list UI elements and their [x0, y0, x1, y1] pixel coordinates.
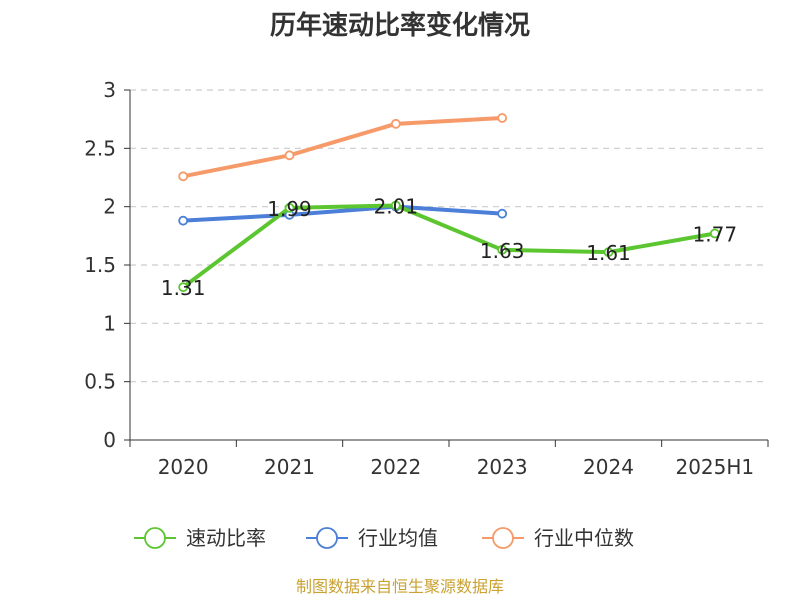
data-labels: 1.31 1.99 2.01 1.63 1.61 1.77: [161, 195, 737, 301]
grid-lines: [130, 89, 768, 383]
legend: 速动比率 行业均值 行业中位数: [134, 526, 634, 550]
legend-item: 速动比率: [134, 526, 266, 550]
data-point: [709, 228, 720, 239]
x-tick-label: 2022: [370, 455, 421, 479]
data-point: [178, 215, 189, 226]
legend-item: 行业均值: [306, 526, 438, 550]
data-point: [390, 200, 401, 211]
data-label: 1.61: [586, 241, 631, 265]
y-tick-label: 0: [103, 428, 116, 452]
x-tick-label: 2023: [477, 455, 528, 479]
data-point: [284, 202, 295, 213]
y-tick-label: 1: [103, 311, 116, 335]
legend-item: 行业中位数: [482, 526, 634, 550]
data-source-note: 制图数据来自恒生聚源数据库: [296, 577, 504, 596]
data-point: [178, 282, 189, 293]
series-line-0: [181, 203, 717, 290]
y-tick-label: 3: [103, 78, 116, 102]
data-label: 1.99: [267, 197, 312, 221]
data-point: [390, 118, 401, 129]
data-point: [497, 208, 508, 219]
y-tick-label: 2: [103, 195, 116, 219]
data-point: [178, 171, 189, 182]
legend-label: 行业中位数: [534, 526, 634, 550]
data-label: 1.77: [693, 223, 738, 247]
x-tick-label: 2021: [264, 455, 315, 479]
legend-label: 行业均值: [358, 526, 438, 550]
data-point: [497, 113, 508, 123]
y-tick-label: 1.5: [84, 253, 116, 277]
axes: 0 0.5 1 1.5 2 2.5 3 2020 2021 2022 2023 2024 2025H1: [84, 78, 769, 479]
y-tick-label: 2.5: [84, 136, 116, 160]
series-line-1: [181, 204, 505, 223]
data-point: [603, 247, 614, 258]
data-point: [284, 150, 295, 161]
series-lines: [178, 113, 720, 293]
data-label: 1.63: [480, 239, 525, 263]
series-line-2: [181, 116, 505, 179]
chart-title: 历年速动比率变化情况: [270, 10, 530, 41]
x-tick-label: 2020: [158, 455, 209, 479]
x-tick-label: 2025H1: [675, 455, 754, 479]
legend-label: 速动比率: [186, 526, 266, 550]
data-label: 1.31: [161, 276, 206, 300]
data-label: 2.01: [374, 195, 419, 219]
y-tick-label: 0.5: [84, 370, 116, 394]
legend-swatch-marker: [492, 527, 514, 549]
legend-swatch-marker: [316, 527, 338, 549]
x-tick-label: 2024: [583, 455, 634, 479]
data-point: [497, 244, 508, 255]
legend-swatch-marker: [144, 527, 166, 549]
